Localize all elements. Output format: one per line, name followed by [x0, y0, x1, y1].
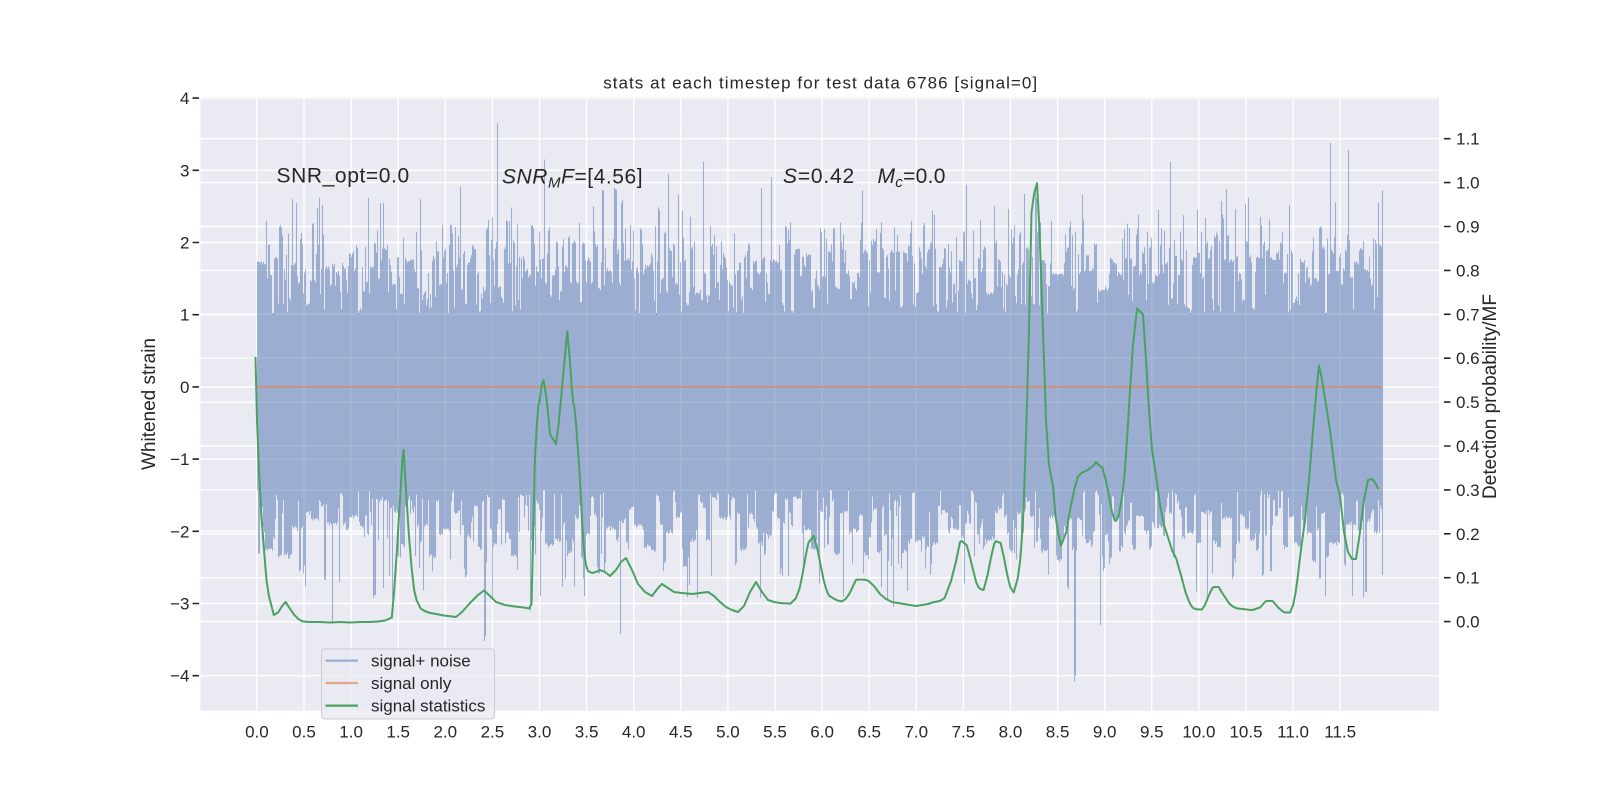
svg-text:−3: −3: [170, 595, 189, 614]
svg-text:3.0: 3.0: [528, 723, 552, 742]
svg-text:signal statistics: signal statistics: [371, 697, 485, 716]
svg-text:2.5: 2.5: [481, 723, 505, 742]
svg-text:10.5: 10.5: [1229, 723, 1262, 742]
svg-text:5.5: 5.5: [763, 723, 787, 742]
svg-text:1: 1: [180, 306, 189, 325]
svg-text:SNRMF=[4.56]: SNRMF=[4.56]: [502, 166, 643, 192]
svg-text:0.1: 0.1: [1456, 569, 1480, 588]
svg-text:0.4: 0.4: [1456, 437, 1480, 456]
svg-text:1.1: 1.1: [1456, 130, 1480, 149]
svg-text:4.5: 4.5: [669, 723, 693, 742]
svg-text:Whitened strain: Whitened strain: [139, 338, 160, 470]
svg-text:0.5: 0.5: [1456, 393, 1480, 412]
svg-text:3: 3: [180, 161, 189, 180]
svg-text:4.0: 4.0: [622, 723, 646, 742]
svg-text:0.5: 0.5: [292, 723, 316, 742]
svg-text:6.0: 6.0: [810, 723, 834, 742]
svg-text:S=0.42: S=0.42: [783, 165, 855, 188]
svg-text:7.5: 7.5: [952, 723, 976, 742]
svg-text:1.0: 1.0: [339, 723, 363, 742]
svg-text:signal only: signal only: [371, 674, 452, 693]
svg-text:6.5: 6.5: [857, 723, 881, 742]
svg-text:Detection probability/MF: Detection probability/MF: [1480, 294, 1501, 499]
svg-text:11.0: 11.0: [1277, 723, 1309, 742]
svg-text:2.0: 2.0: [433, 723, 457, 742]
svg-text:2: 2: [180, 234, 189, 253]
svg-text:4: 4: [180, 89, 189, 108]
svg-text:0.0: 0.0: [1456, 613, 1480, 632]
svg-text:−2: −2: [170, 522, 189, 541]
svg-text:1.0: 1.0: [1456, 174, 1480, 193]
svg-text:5.0: 5.0: [716, 723, 740, 742]
svg-text:Mc=0.0: Mc=0.0: [878, 165, 946, 191]
svg-text:−1: −1: [170, 450, 189, 469]
svg-text:−4: −4: [170, 667, 189, 686]
svg-text:8.0: 8.0: [999, 723, 1023, 742]
svg-text:stats at each timestep for tes: stats at each timestep for test data 678…: [603, 74, 1038, 93]
svg-text:SNR_opt=0.0: SNR_opt=0.0: [277, 165, 410, 188]
svg-text:7.0: 7.0: [904, 723, 928, 742]
svg-text:8.5: 8.5: [1046, 723, 1070, 742]
svg-text:0.0: 0.0: [245, 723, 269, 742]
svg-text:1.5: 1.5: [386, 723, 410, 742]
svg-text:0.6: 0.6: [1456, 349, 1480, 368]
svg-text:0.3: 0.3: [1456, 481, 1480, 500]
svg-text:10.0: 10.0: [1182, 723, 1215, 742]
svg-text:0.7: 0.7: [1456, 305, 1480, 324]
svg-text:9.5: 9.5: [1140, 723, 1164, 742]
svg-text:0.9: 0.9: [1456, 218, 1480, 237]
svg-text:0.8: 0.8: [1456, 261, 1480, 280]
svg-text:9.0: 9.0: [1093, 723, 1117, 742]
svg-text:signal+ noise: signal+ noise: [371, 652, 471, 671]
svg-text:3.5: 3.5: [575, 723, 599, 742]
svg-text:0.2: 0.2: [1456, 525, 1480, 544]
svg-text:11.5: 11.5: [1324, 723, 1356, 742]
svg-text:0: 0: [180, 378, 189, 397]
